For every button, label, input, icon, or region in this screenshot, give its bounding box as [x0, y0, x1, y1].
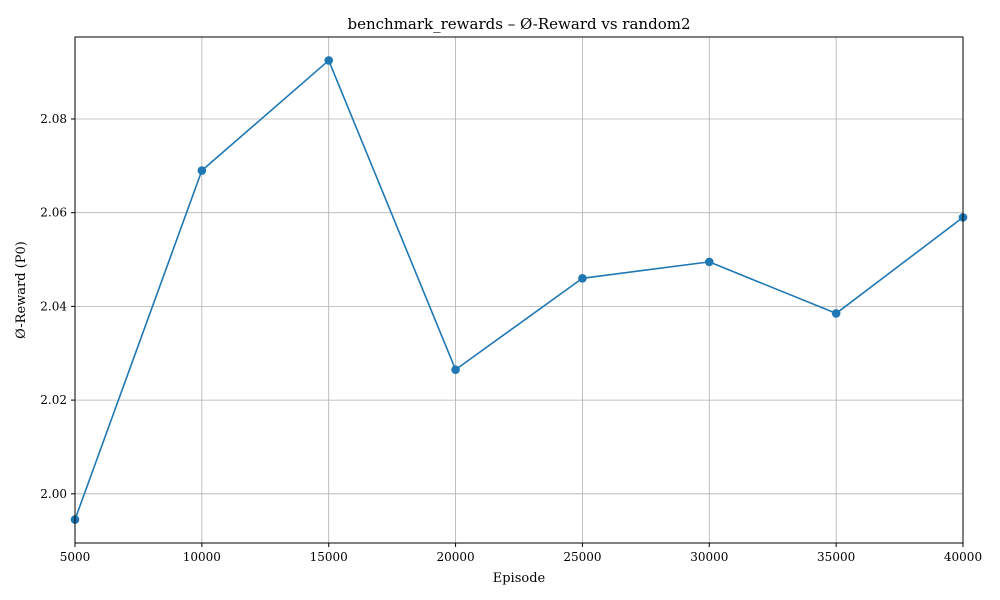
x-tick-label: 25000: [563, 550, 601, 564]
plot-area-frame: [74, 36, 964, 544]
grid: [74, 37, 964, 543]
data-point: [197, 166, 207, 175]
y-axis-label: Ø-Reward (P0): [14, 241, 29, 339]
series-line: [74, 59, 964, 520]
y-tick-label: 2.06: [40, 206, 67, 220]
chart-title: benchmark_rewards – Ø-Reward vs random2: [348, 15, 691, 33]
y-tick-label: 2.08: [40, 112, 67, 126]
x-axis-label: Episode: [493, 571, 546, 586]
x-axis-ticks: 5000 10000 15000 20000 25000 30000 35000 40000: [60, 543, 982, 564]
x-tick-label: 20000: [436, 550, 474, 564]
data-point: [451, 365, 460, 374]
y-tick-label: 2.02: [40, 393, 67, 407]
series-markers: [70, 56, 968, 524]
data-point: [324, 56, 334, 65]
y-tick-label: 2.00: [40, 487, 67, 501]
series-line-layer: [74, 59, 964, 520]
data-point: [704, 257, 714, 267]
x-tick-label: 35000: [817, 550, 855, 564]
x-tick-label: 40000: [944, 550, 982, 564]
x-tick-label: 30000: [690, 550, 728, 564]
x-tick-label: 15000: [310, 550, 348, 564]
data-point: [831, 309, 841, 318]
data-point: [578, 273, 587, 283]
x-tick-label: 5000: [60, 550, 91, 564]
y-axis-ticks: 2.00 2.02 2.04 2.06 2.08: [40, 112, 75, 501]
y-tick-label: 2.04: [40, 299, 67, 313]
x-tick-label: 10000: [183, 550, 221, 564]
